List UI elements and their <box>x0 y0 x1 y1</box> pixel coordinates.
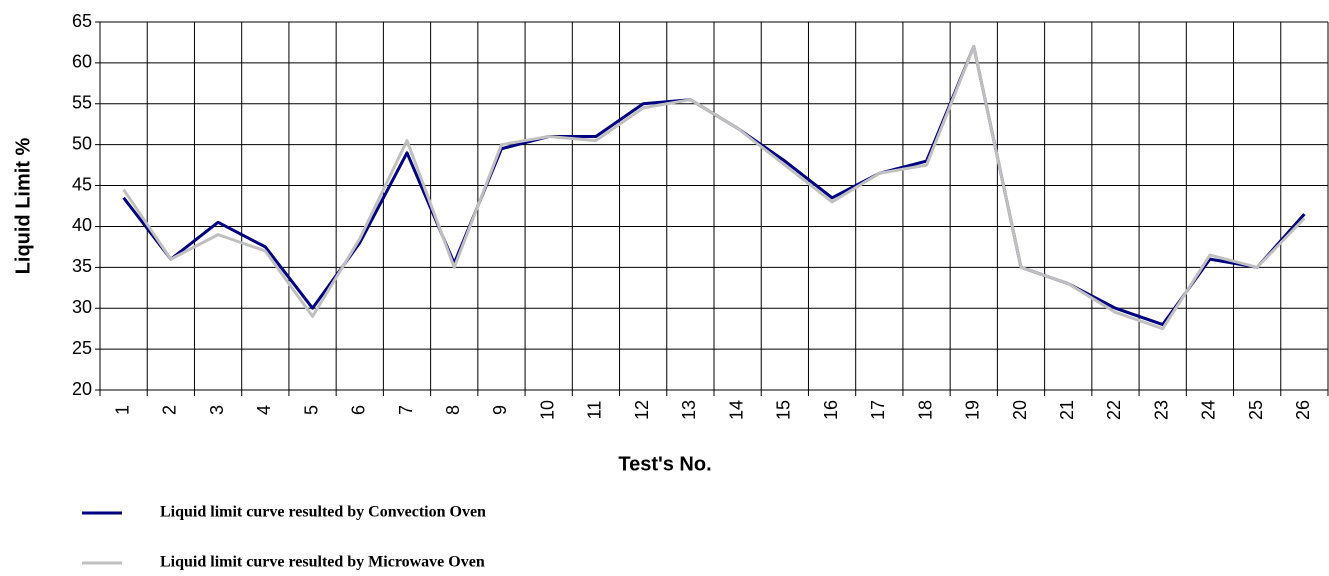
y-tick-label: 20 <box>72 379 92 399</box>
x-tick-label: 9 <box>490 405 510 415</box>
x-tick-label: 24 <box>1199 400 1219 420</box>
x-tick-label: 21 <box>1057 400 1077 420</box>
x-tick-label: 13 <box>679 400 699 420</box>
x-tick-label: 2 <box>160 405 180 415</box>
y-tick-label: 50 <box>72 133 92 153</box>
x-tick-label: 22 <box>1104 400 1124 420</box>
x-tick-label: 12 <box>632 400 652 420</box>
x-tick-label: 11 <box>585 401 605 420</box>
y-tick-label: 35 <box>72 256 92 276</box>
y-tick-label: 40 <box>72 215 92 235</box>
x-tick-label: 8 <box>443 405 463 415</box>
x-tick-label: 6 <box>349 405 369 415</box>
x-tick-label: 15 <box>774 400 794 420</box>
y-tick-label: 55 <box>72 93 92 113</box>
y-tick-label: 60 <box>72 52 92 72</box>
y-tick-label: 45 <box>72 174 92 194</box>
legend-label: Liquid limit curve resulted by Convectio… <box>160 504 486 521</box>
x-tick-label: 16 <box>821 400 841 420</box>
x-tick-label: 18 <box>915 400 935 420</box>
x-tick-label: 7 <box>396 405 416 415</box>
y-tick-label: 25 <box>72 338 92 358</box>
x-tick-label: 10 <box>537 400 557 420</box>
x-tick-label: 5 <box>301 405 321 415</box>
x-tick-label: 20 <box>1010 400 1030 420</box>
x-tick-label: 17 <box>868 400 888 420</box>
x-axis-title: Test's No. <box>618 453 711 475</box>
legend-label: Liquid limit curve resulted by Microwave… <box>160 554 485 571</box>
x-tick-label: 26 <box>1293 400 1313 420</box>
x-tick-label: 19 <box>963 400 983 420</box>
y-axis-title: Liquid Limit % <box>12 137 34 274</box>
y-tick-label: 30 <box>72 297 92 317</box>
x-tick-label: 4 <box>254 405 274 415</box>
x-tick-label: 3 <box>207 405 227 415</box>
x-tick-label: 1 <box>112 405 132 415</box>
x-tick-label: 14 <box>726 400 746 420</box>
x-tick-label: 25 <box>1246 400 1266 420</box>
x-tick-label: 23 <box>1151 400 1171 420</box>
y-tick-label: 65 <box>72 11 92 31</box>
series-line <box>122 45 1306 331</box>
